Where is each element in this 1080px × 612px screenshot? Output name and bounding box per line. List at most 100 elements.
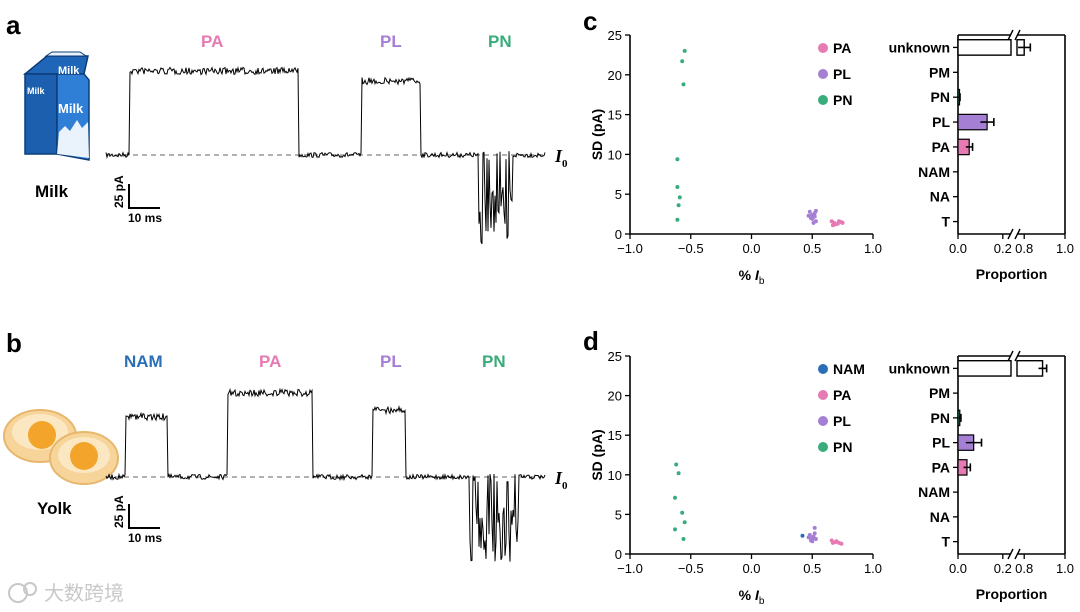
- axis-break-mark: [1014, 228, 1021, 240]
- legend-marker-pa: [818, 390, 828, 400]
- scale-current-milk: 25 pA: [112, 175, 126, 208]
- egg-yolk-illustration: [3, 409, 119, 485]
- scatter-plot-d: −1.0 −0.5 0.0 0.5 1.0 0 5 10 15 20 25 SD (pA) % Ib NA…: [589, 349, 882, 607]
- y-tick-label: 5: [615, 187, 622, 202]
- x-tick-label: −0.5: [678, 561, 704, 576]
- milk-carton-illustration: Milk Milk Milk: [22, 51, 90, 161]
- scatter-point-pl: [813, 208, 818, 213]
- scatter-point-pn: [674, 462, 679, 467]
- carton-text-top: Milk: [58, 65, 80, 77]
- y-axis-label: SD (pA): [589, 429, 605, 480]
- food-label-milk: Milk: [35, 182, 69, 201]
- y-tick-label: 20: [608, 68, 622, 83]
- y-tick-label: 10: [608, 468, 622, 483]
- event-label-yolk-pl: PL: [380, 352, 402, 371]
- watermark: 大数跨境: [8, 582, 124, 605]
- x-tick-label: 0.5: [803, 241, 821, 256]
- x-tick-label: 0.0: [949, 561, 967, 576]
- baseline-label-milk: I0: [554, 146, 568, 170]
- scatter-point-pn: [673, 527, 677, 532]
- bar-unknown: [957, 39, 1012, 56]
- legend-label-pa: PA: [833, 40, 851, 56]
- legend-marker-pn: [818, 95, 828, 105]
- legend-label-pn: PN: [833, 92, 852, 108]
- x-axis-label: % Ib: [739, 587, 765, 607]
- scatter-point-pl: [812, 525, 817, 530]
- category-label: T: [941, 214, 950, 230]
- category-label: NA: [930, 509, 950, 525]
- x-axis-label: Proportion: [976, 586, 1048, 602]
- scatter-point-pn: [675, 157, 680, 162]
- axis-break-mark: [1007, 29, 1014, 41]
- y-tick-label: 10: [608, 147, 622, 162]
- x-tick-label: 0.2: [994, 241, 1012, 256]
- x-axis-label: Proportion: [976, 266, 1048, 282]
- scatter-point-pl: [807, 209, 812, 214]
- legend-marker-pa: [818, 43, 828, 53]
- category-label: PA: [932, 139, 950, 155]
- legend-marker-nam: [818, 364, 828, 374]
- scatter-point-pn: [682, 520, 687, 525]
- category-label: unknown: [889, 39, 950, 55]
- scatter-point-pn: [681, 537, 686, 541]
- x-tick-label: 0.0: [949, 241, 967, 256]
- current-trace-line: [105, 66, 546, 245]
- scatter-point-pn: [682, 48, 687, 53]
- scatter-point-pn: [676, 203, 681, 208]
- scatter-point-pn: [673, 495, 677, 500]
- category-label: T: [941, 534, 950, 550]
- scatter-point-pn: [681, 82, 686, 87]
- event-label-milk-pn: PN: [488, 32, 512, 51]
- watermark-text: 大数跨境: [44, 582, 124, 605]
- scatter-point-pl: [806, 213, 811, 218]
- event-label-milk-pa: PA: [201, 32, 223, 51]
- scatter-point-pl: [812, 531, 817, 536]
- y-tick-label: 0: [615, 227, 622, 242]
- carton-text-side: Milk: [27, 86, 45, 96]
- category-label: NAM: [918, 484, 950, 500]
- scale-time-yolk: 10 ms: [128, 531, 162, 545]
- x-tick-label: 0.2: [994, 561, 1012, 576]
- x-tick-label: 1.0: [1056, 561, 1074, 576]
- x-tick-label: 0.0: [742, 561, 760, 576]
- category-label: PA: [932, 459, 950, 475]
- y-tick-label: 25: [608, 28, 622, 43]
- legend-label-pl: PL: [833, 413, 851, 429]
- category-label: PM: [929, 385, 950, 401]
- scatter-point-pa: [839, 541, 844, 546]
- y-axis-label: SD (pA): [589, 109, 605, 160]
- category-label: PM: [929, 64, 950, 80]
- bar-unknown: [957, 360, 1012, 377]
- category-label: PL: [932, 435, 950, 451]
- x-axis-label: % Ib: [739, 267, 765, 287]
- scale-bar-milk: 25 pA 10 ms: [112, 175, 162, 225]
- scatter-point-pl: [812, 214, 817, 219]
- x-tick-label: −0.5: [678, 241, 704, 256]
- scatter-point-pa: [830, 540, 835, 545]
- category-label: PN: [931, 89, 950, 105]
- event-label-yolk-pn: PN: [482, 352, 506, 371]
- bar-chart-c: 0.0 0.2 0.8 1.0 Proportion unknown PM PN PL PA NAM…: [889, 29, 1074, 282]
- x-tick-label: 0.0: [742, 241, 760, 256]
- scatter-plot-c: −1.0 −0.5 0.0 0.5 1.0 0 5 10 15 20 25 SD (pA) % Ib PA…: [589, 28, 882, 287]
- axis-break-mark: [1007, 350, 1014, 362]
- scatter-point-pn: [680, 510, 685, 515]
- y-tick-label: 5: [615, 507, 622, 522]
- current-trace-line: [105, 387, 546, 562]
- category-label: unknown: [889, 360, 950, 376]
- category-label: NA: [930, 189, 950, 205]
- panel-letter-c: c: [583, 6, 597, 36]
- scatter-point-pl: [811, 220, 816, 225]
- x-tick-label: 0.8: [1015, 561, 1033, 576]
- category-label: NAM: [918, 164, 950, 180]
- y-tick-label: 25: [608, 349, 622, 364]
- scatter-point-pa: [840, 220, 845, 225]
- axis-break-mark: [1014, 350, 1021, 362]
- baseline-label-yolk: I0: [554, 468, 568, 492]
- panel-letter-a: a: [6, 10, 21, 40]
- scatter-point-pl: [806, 535, 811, 540]
- event-label-yolk-nam: NAM: [124, 352, 163, 371]
- carton-text-main: Milk: [58, 101, 84, 116]
- scatter-point-pa: [834, 539, 839, 544]
